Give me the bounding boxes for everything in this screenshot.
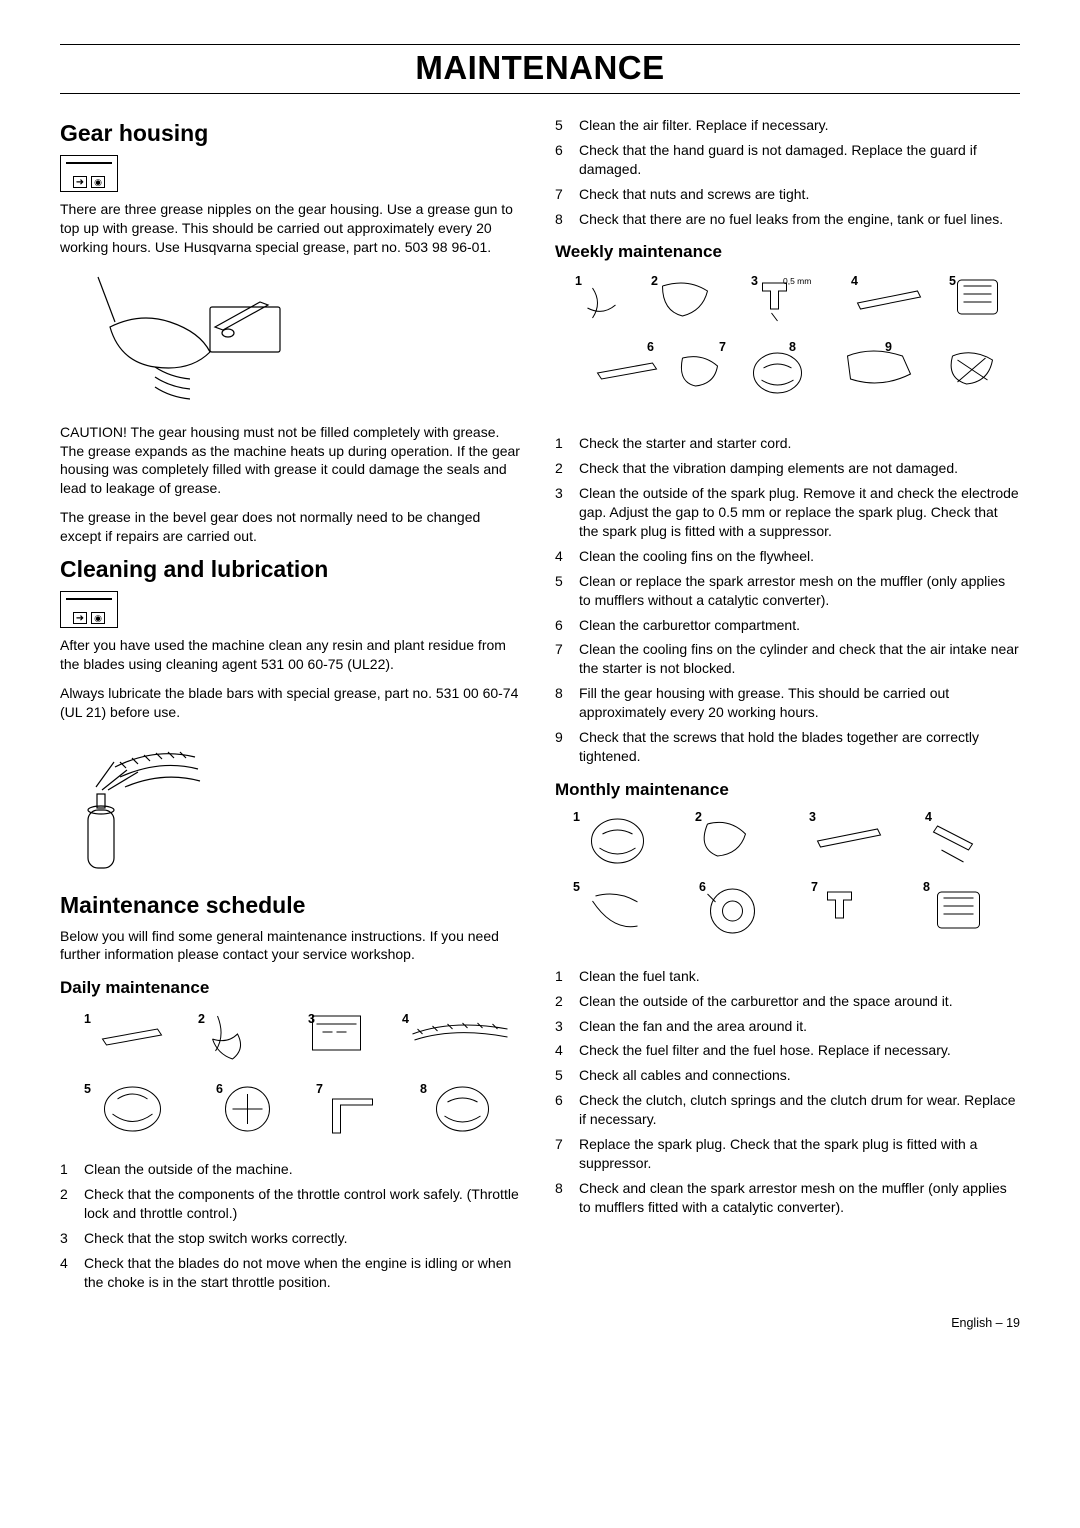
- list-item: 7Replace the spark plug. Check that the …: [555, 1135, 1020, 1173]
- weekly-list: 1Check the starter and starter cord. 2Che…: [555, 434, 1020, 765]
- left-column: Gear housing ➜◉ There are three grease n…: [60, 110, 525, 1298]
- sched-heading: Maintenance schedule: [60, 892, 525, 919]
- gear-p3: The grease in the bevel gear does not no…: [60, 508, 525, 546]
- gear-heading: Gear housing: [60, 120, 525, 147]
- daily-list-b: 5Clean the air filter. Replace if necess…: [555, 116, 1020, 228]
- monthly-illustration: 1 2 3 4 5 6 7 8: [555, 806, 1020, 961]
- gear-illustration: [60, 267, 320, 417]
- list-item: 1Check the starter and starter cord.: [555, 434, 1020, 453]
- gear-p1: There are three grease nipples on the ge…: [60, 200, 525, 257]
- list-item: 1Clean the fuel tank.: [555, 967, 1020, 986]
- monthly-heading: Monthly maintenance: [555, 780, 1020, 800]
- list-item: 4Check that the blades do not move when …: [60, 1254, 525, 1292]
- list-item: 3Clean the outside of the spark plug. Re…: [555, 484, 1020, 541]
- list-item: 3Check that the stop switch works correc…: [60, 1229, 525, 1248]
- list-item: 2Check that the components of the thrott…: [60, 1185, 525, 1223]
- grease-icon: ➜◉: [60, 155, 118, 192]
- daily-illustration: 1 2 3 4 5 6 7 8: [60, 1004, 525, 1154]
- monthly-list: 1Clean the fuel tank. 2Clean the outside …: [555, 967, 1020, 1217]
- page-footer: English – 19: [60, 1316, 1020, 1330]
- list-item: 4Clean the cooling fins on the flywheel.: [555, 547, 1020, 566]
- daily-heading: Daily maintenance: [60, 978, 525, 998]
- list-item: 8Check that there are no fuel leaks from…: [555, 210, 1020, 229]
- list-item: 5Clean the air filter. Replace if necess…: [555, 116, 1020, 135]
- gear-p2: CAUTION! The gear housing must not be fi…: [60, 423, 525, 499]
- list-item: 2Clean the outside of the carburettor an…: [555, 992, 1020, 1011]
- list-item: 4Check the fuel filter and the fuel hose…: [555, 1041, 1020, 1060]
- weekly-heading: Weekly maintenance: [555, 242, 1020, 262]
- list-item: 6Check the clutch, clutch springs and th…: [555, 1091, 1020, 1129]
- weekly-illustration: 1 2 3 0,5 mm 4 5 6 7 8 9: [555, 268, 1020, 428]
- clean-p1: After you have used the machine clean an…: [60, 636, 525, 674]
- list-item: 6Clean the carburettor compartment.: [555, 616, 1020, 635]
- clean-heading: Cleaning and lubrication: [60, 556, 525, 583]
- right-column: 5Clean the air filter. Replace if necess…: [555, 110, 1020, 1298]
- daily-list-a: 1Clean the outside of the machine. 2Check…: [60, 1160, 525, 1291]
- lube-illustration: [60, 732, 220, 882]
- list-item: 1Clean the outside of the machine.: [60, 1160, 525, 1179]
- list-item: 8Fill the gear housing with grease. This…: [555, 684, 1020, 722]
- list-item: 3Clean the fan and the area around it.: [555, 1017, 1020, 1036]
- clean-p2: Always lubricate the blade bars with spe…: [60, 684, 525, 722]
- list-item: 9Check that the screws that hold the bla…: [555, 728, 1020, 766]
- list-item: 5Clean or replace the spark arrestor mes…: [555, 572, 1020, 610]
- list-item: 5Check all cables and connections.: [555, 1066, 1020, 1085]
- sched-p1: Below you will find some general mainten…: [60, 927, 525, 965]
- list-item: 8Check and clean the spark arrestor mesh…: [555, 1179, 1020, 1217]
- list-item: 2Check that the vibration damping elemen…: [555, 459, 1020, 478]
- page-title: MAINTENANCE: [60, 49, 1020, 94]
- list-item: 7Clean the cooling fins on the cylinder …: [555, 640, 1020, 678]
- clean-icon: ➜◉: [60, 591, 118, 628]
- list-item: 6Check that the hand guard is not damage…: [555, 141, 1020, 179]
- list-item: 7Check that nuts and screws are tight.: [555, 185, 1020, 204]
